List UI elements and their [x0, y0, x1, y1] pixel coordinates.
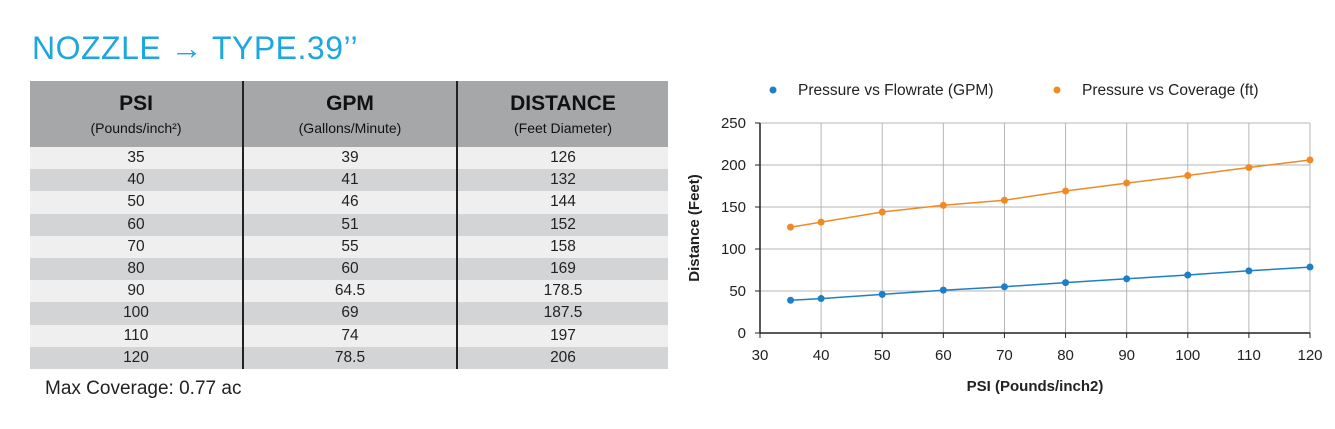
x-tick-label: 50: [874, 347, 891, 364]
header-gpm: GPM (Gallons/Minute): [243, 81, 458, 147]
table-header-row: PSI (Pounds/inch²) GPM (Gallons/Minute) …: [30, 81, 668, 147]
legend-label-2: Pressure vs Coverage (ft): [1082, 82, 1259, 99]
cell-gpm: 64.5: [243, 280, 458, 303]
header-distance-label: DISTANCE: [510, 92, 616, 115]
cell-distance: 126: [457, 147, 668, 170]
x-tick-label: 100: [1175, 347, 1200, 364]
cell-distance: 132: [457, 169, 668, 192]
data-point: [787, 223, 795, 231]
cell-gpm: 51: [243, 213, 458, 236]
header-psi: PSI (Pounds/inch²): [30, 81, 244, 147]
data-point: [939, 286, 947, 294]
data-point: [817, 295, 825, 303]
header-distance: DISTANCE (Feet Diameter): [457, 81, 668, 147]
legend-label-1: Pressure vs Flowrate (GPM): [798, 82, 994, 99]
data-point: [1062, 279, 1070, 287]
cell-gpm: 39: [243, 147, 458, 170]
data-point: [1306, 263, 1314, 271]
y-axis-label: Distance (Feet): [686, 174, 703, 282]
data-point: [1245, 267, 1253, 275]
page-title: NOZZLE → TYPE.39’’: [32, 30, 359, 66]
table-row: 40 41 132: [30, 169, 668, 192]
table-row: 35 39 126: [30, 147, 668, 170]
table-row: 90 64.5 178.5: [30, 280, 668, 303]
header-distance-unit: (Feet Diameter): [513, 120, 613, 136]
data-point: [939, 201, 947, 209]
x-tick-label: 40: [813, 347, 830, 364]
y-tick-label: 250: [721, 115, 746, 132]
data-point: [787, 296, 795, 304]
header-gpm-unit: (Gallons/Minute): [298, 120, 402, 136]
data-point: [878, 290, 886, 298]
y-tick-label: 50: [729, 283, 746, 300]
header-psi-unit: (Pounds/inch²): [90, 120, 182, 136]
table-row: 70 55 158: [30, 235, 668, 258]
table-row: 110 74 197: [30, 324, 668, 347]
table-row: 50 46 144: [30, 191, 668, 214]
header-psi-label: PSI: [119, 92, 153, 115]
series-line-2: [790, 159, 1311, 228]
cell-psi: 40: [30, 169, 244, 192]
cell-psi: 100: [30, 302, 244, 325]
x-axis-label: PSI (Pounds/inch2): [967, 378, 1104, 395]
data-point: [1000, 196, 1008, 204]
x-tick-label: 80: [1057, 347, 1074, 364]
cell-psi: 120: [30, 346, 244, 369]
cell-gpm: 60: [243, 257, 458, 281]
x-tick-label: 90: [1118, 347, 1135, 364]
table-row: 60 51 152: [30, 213, 668, 236]
pressure-chart: 30 40 50 60 70 80 90 100 110 120 0 50 100 150 200 250 PS…: [686, 82, 1323, 395]
cell-psi: 80: [30, 257, 244, 281]
table-row: 80 60 169: [30, 257, 668, 281]
x-tick-label: 60: [935, 347, 952, 364]
y-tick-label: 200: [721, 157, 746, 174]
data-point: [1245, 164, 1253, 172]
data-point: [817, 218, 825, 226]
cell-gpm: 46: [243, 191, 458, 214]
cell-psi: 35: [30, 147, 244, 170]
cell-distance: 187.5: [457, 302, 668, 325]
header-gpm-label: GPM: [326, 92, 374, 115]
table-row: 120 78.5 206: [30, 346, 668, 369]
legend-marker-1: [769, 86, 777, 94]
data-point: [1184, 172, 1192, 179]
data-point: [878, 208, 886, 216]
cell-gpm: 69: [243, 302, 458, 325]
cell-psi: 90: [30, 280, 244, 303]
cell-distance: 158: [457, 235, 668, 258]
series-line-1: [790, 266, 1311, 301]
data-point: [1000, 283, 1008, 291]
cell-gpm: 41: [243, 169, 458, 192]
data-point: [1123, 179, 1131, 187]
y-tick-label: 100: [721, 241, 746, 258]
y-tick-label: 0: [738, 325, 746, 342]
x-tick-label: 110: [1237, 347, 1261, 364]
data-point: [1123, 275, 1131, 283]
cell-distance: 152: [457, 213, 668, 236]
cell-distance: 206: [457, 346, 668, 369]
cell-psi: 110: [30, 324, 244, 347]
cell-psi: 50: [30, 191, 244, 214]
cell-gpm: 74: [243, 324, 458, 347]
x-tick-label: 120: [1297, 347, 1322, 364]
cell-psi: 60: [30, 213, 244, 236]
cell-distance: 144: [457, 191, 668, 214]
y-tick-label: 150: [721, 199, 746, 216]
x-tick-label: 30: [752, 347, 769, 364]
spec-table: PSI (Pounds/inch²) GPM (Gallons/Minute) …: [30, 81, 668, 369]
cell-distance: 178.5: [457, 280, 668, 303]
cell-distance: 169: [457, 257, 668, 281]
cell-gpm: 55: [243, 235, 458, 258]
table-row: 100 69 187.5: [30, 302, 668, 325]
data-point: [1184, 271, 1192, 279]
legend-marker-2: [1053, 86, 1061, 94]
max-coverage-text: Max Coverage: 0.77 ac: [45, 378, 242, 399]
x-tick-label: 70: [996, 347, 1013, 364]
cell-distance: 197: [457, 324, 668, 347]
data-point: [1306, 156, 1314, 164]
cell-psi: 70: [30, 235, 244, 258]
data-point: [1062, 187, 1070, 195]
cell-gpm: 78.5: [243, 346, 458, 369]
